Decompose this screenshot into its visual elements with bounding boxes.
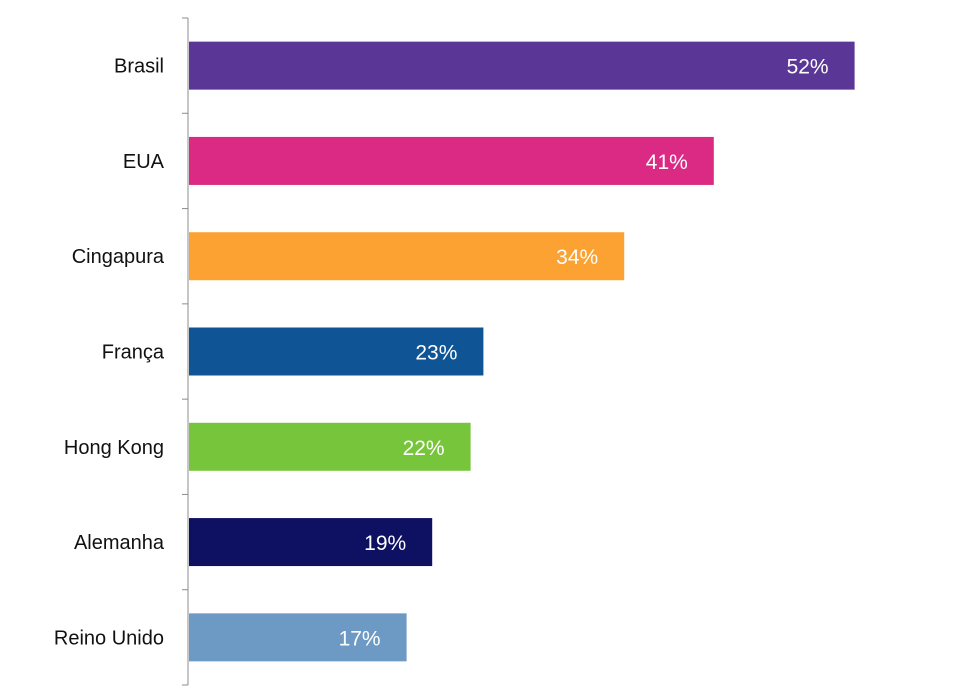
- category-labels: Brasil EUA Cingapura França Hong Kong Alemanh…: [54, 56, 165, 650]
- category-label: EUA: [123, 151, 165, 173]
- value-label: 17%: [339, 627, 381, 650]
- bar-6: [189, 613, 407, 662]
- category-label: Cingapura: [72, 246, 165, 268]
- bars-group: [189, 41, 855, 662]
- value-label: 23%: [415, 342, 457, 365]
- value-label: 52%: [787, 56, 829, 79]
- bar-4: [189, 422, 471, 471]
- bar-3: [189, 327, 484, 376]
- bar-0: [189, 41, 855, 90]
- value-label: 19%: [364, 532, 406, 555]
- value-label: 34%: [556, 246, 598, 269]
- bar-1: [189, 136, 714, 185]
- bar-5: [189, 518, 433, 567]
- value-label: 41%: [646, 151, 688, 174]
- category-label: Hong Kong: [64, 437, 164, 459]
- category-label: Alemanha: [74, 532, 165, 554]
- category-label: Brasil: [114, 56, 164, 78]
- value-labels: 52% 41% 34% 23% 22% 19% 17%: [339, 56, 829, 651]
- axis-ticks: [182, 17, 188, 686]
- bar-2: [189, 232, 625, 281]
- category-label: França: [102, 342, 165, 364]
- value-label: 22%: [403, 437, 445, 460]
- category-label: Reino Unido: [54, 627, 164, 649]
